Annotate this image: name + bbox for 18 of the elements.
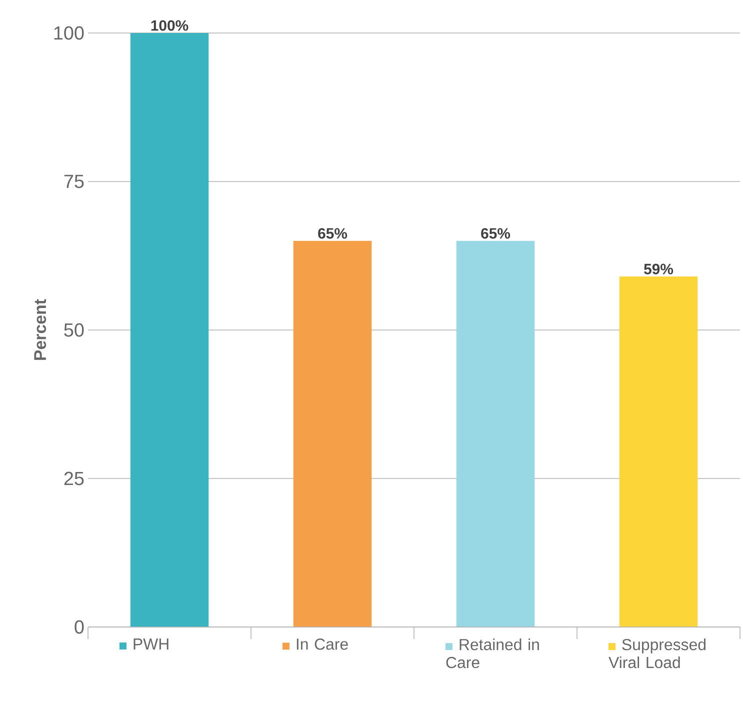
data-label: 100%	[151, 20, 188, 31]
y-tick-label: 100	[54, 26, 84, 40]
y-axis-title: Percent	[34, 299, 46, 360]
x-tick-label: In Care	[296, 638, 348, 650]
data-label: 59%	[644, 264, 674, 274]
data-label: 65%	[481, 228, 510, 239]
x-tick-label: PWH	[134, 638, 168, 650]
bar	[619, 276, 698, 627]
bar	[456, 240, 535, 627]
y-tick-label: 50	[64, 323, 84, 337]
bar	[293, 240, 372, 627]
x-tick-label: Suppressed Viral Load	[608, 638, 706, 668]
x-tick-label: Retained in Care	[446, 638, 539, 668]
y-tick-label: 0	[74, 620, 84, 634]
bar	[130, 32, 209, 627]
data-label: 65%	[318, 228, 348, 239]
y-tick-label: 25	[64, 472, 84, 486]
y-tick-label: 75	[64, 174, 84, 188]
